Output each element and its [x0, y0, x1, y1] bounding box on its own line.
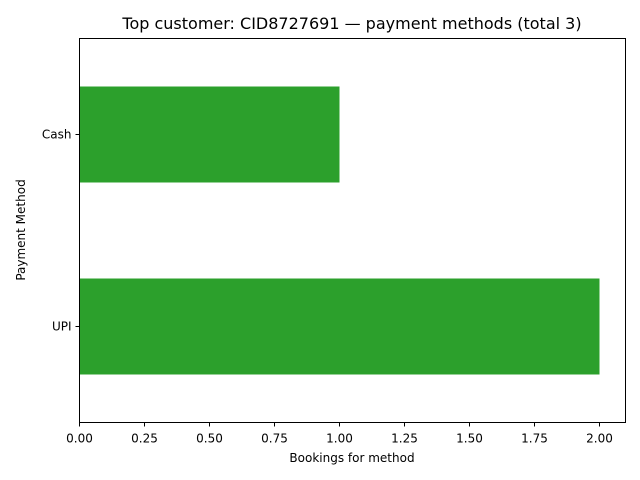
x-tick-label: 1.00	[326, 432, 353, 446]
x-ticks-group: 0.00 0.25 0.50 0.75 1.00 1.25 1.50 1.75 2.00	[66, 422, 613, 446]
x-tick-label: 1.50	[456, 432, 483, 446]
x-tick-label: 1.25	[391, 432, 418, 446]
x-tick-label: 0.75	[261, 432, 288, 446]
bars-group	[79, 86, 600, 375]
x-tick-label: 0.25	[131, 432, 158, 446]
bar-upi	[79, 278, 600, 375]
y-axis-label: Payment Method	[14, 179, 28, 280]
x-tick-label: 2.00	[586, 432, 613, 446]
x-tick-label: 0.00	[66, 432, 93, 446]
y-ticks-group: UPI Cash	[42, 128, 80, 334]
chart-title: Top customer: CID8727691 — payment metho…	[121, 14, 581, 33]
x-tick-label: 1.75	[521, 432, 548, 446]
y-tick-label: Cash	[42, 128, 72, 142]
bar-cash	[79, 86, 340, 183]
y-tick-label: UPI	[52, 320, 72, 334]
x-tick-label: 0.50	[196, 432, 223, 446]
x-axis-label: Bookings for method	[289, 451, 414, 465]
